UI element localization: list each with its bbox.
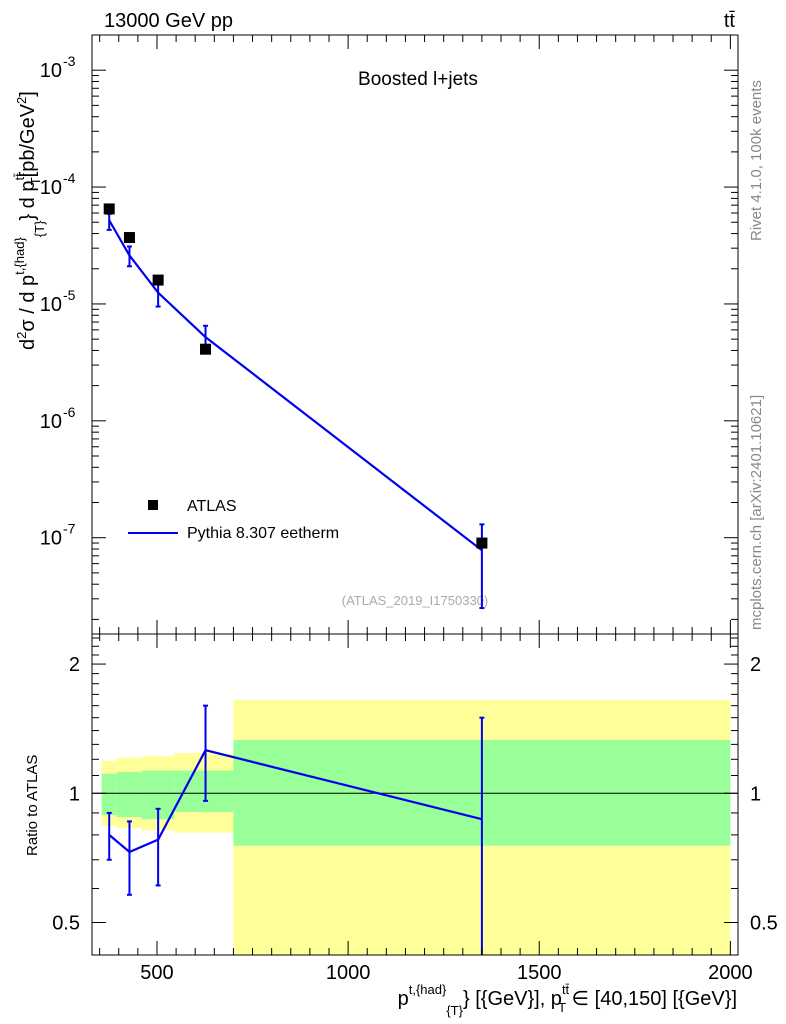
ylabel-part: 2 bbox=[14, 332, 29, 339]
xlabel-part: p bbox=[398, 988, 409, 1010]
x-axis-label: pt,{had} {T}} [{GeV}], ptt̄ T ∈ [40,150] [… bbox=[398, 982, 737, 1018]
analysis-label: (ATLAS_2019_I1750330) bbox=[342, 593, 488, 608]
xlabel-part: t,{had} bbox=[409, 982, 447, 997]
legend-marker-atlas bbox=[148, 500, 158, 510]
ylabel-part: ] bbox=[17, 91, 39, 97]
y-tick-label-exponent: -5 bbox=[63, 287, 76, 303]
ratio-bands bbox=[101, 699, 731, 955]
xlabel-part: } [{GeV}], p bbox=[463, 988, 562, 1010]
x-tick-labels: 500 1000 1500 2000 bbox=[140, 962, 752, 984]
ratio-y-axis-label: Ratio to ATLAS bbox=[24, 755, 41, 856]
xlabel-part: T bbox=[558, 1000, 566, 1015]
ylabel-part: t,{had} bbox=[12, 237, 27, 275]
ratio-mc-series bbox=[106, 704, 485, 955]
y-tick-label-exponent: -6 bbox=[63, 404, 76, 420]
y-tick-label-base: 10 bbox=[40, 528, 62, 550]
ylabel-part: [pb/GeV bbox=[17, 103, 39, 177]
x-tick-label: 500 bbox=[140, 962, 173, 984]
main-panel: Boosted l+jets (ATLAS_2019_I1750330) 10-… bbox=[12, 34, 739, 635]
y-tick-label-base: 10 bbox=[40, 294, 62, 316]
uncertainty-band-inner bbox=[116, 772, 142, 818]
y-tick-label-base: 10 bbox=[40, 177, 62, 199]
ylabel-part: T bbox=[28, 177, 43, 185]
y-tick-label-exponent: -4 bbox=[63, 170, 76, 186]
xlabel-part: tt̄ bbox=[562, 982, 570, 997]
y-tick-label: 10 bbox=[40, 60, 62, 82]
ylabel-part: {T} bbox=[32, 220, 47, 237]
ratio-ticks bbox=[92, 634, 738, 955]
ratio-y-tick-label-left: 0.5 bbox=[52, 912, 80, 934]
ratio-panel: 0.5 0.5 1 1 2 2 500 1000 1500 2000 Ratio to ATLA… bbox=[24, 633, 778, 1018]
ratio-frame bbox=[91, 633, 739, 956]
y-tick-label: 10 bbox=[40, 528, 62, 550]
y-tick-label-exponent: -7 bbox=[63, 521, 76, 537]
data-point bbox=[200, 343, 212, 355]
main-title: Boosted l+jets bbox=[358, 69, 478, 90]
y-tick-label: 10 bbox=[40, 411, 62, 433]
y-tick-label-base: 10 bbox=[40, 60, 62, 82]
process-label: tt̄ bbox=[724, 10, 736, 32]
xlabel-part: {T} bbox=[446, 1003, 463, 1018]
y-tick-label-exponent: -3 bbox=[63, 53, 76, 69]
xlabel-part: ∈ [40,150] [{GeV}] bbox=[566, 988, 737, 1010]
legend-label-atlas: ATLAS bbox=[187, 498, 237, 515]
ratio-y-tick-label-right: 1 bbox=[750, 783, 761, 805]
ratio-y-tick-label-left: 1 bbox=[69, 783, 80, 805]
data-point bbox=[476, 537, 488, 549]
main-y-axis-label: d2σ / d pt,{had}{T}} d ptt̄T[pb/GeV2] bbox=[12, 91, 47, 350]
x-tick-label: 1500 bbox=[517, 962, 562, 984]
ylabel-part: 2 bbox=[14, 97, 29, 104]
data-series bbox=[103, 203, 488, 549]
x-tick-label: 2000 bbox=[708, 962, 753, 984]
y-tick-label-base: 10 bbox=[40, 411, 62, 433]
energy-label: 13000 GeV pp bbox=[104, 10, 233, 32]
mcplots-label: mcplots.cern.ch [arXiv:2401.10621] bbox=[748, 395, 765, 630]
ylabel-part: σ / d p bbox=[17, 275, 39, 332]
legend: ATLAS Pythia 8.307 eetherm bbox=[128, 498, 339, 542]
x-tick-label: 1000 bbox=[326, 962, 371, 984]
y-tick-label: 10 bbox=[40, 294, 62, 316]
rivet-label: Rivet 4.1.0, 100k events bbox=[748, 80, 765, 241]
main-frame bbox=[91, 34, 739, 635]
main-y-tick-labels: 10-710-610-510-410-3 bbox=[40, 53, 76, 550]
main-ticks bbox=[92, 34, 738, 634]
ratio-y-tick-label-right: 2 bbox=[750, 654, 761, 676]
legend-label-mc: Pythia 8.307 eetherm bbox=[187, 525, 339, 542]
mc-line bbox=[108, 219, 483, 552]
y-tick-label: 10 bbox=[40, 177, 62, 199]
data-point bbox=[103, 203, 115, 215]
data-point bbox=[123, 232, 135, 244]
ratio-y-tick-labels: 0.5 0.5 1 1 2 2 bbox=[52, 654, 778, 934]
ratio-y-tick-label-left: 2 bbox=[69, 654, 80, 676]
ratio-y-tick-label-right: 0.5 bbox=[750, 912, 778, 934]
uncertainty-band-inner bbox=[101, 773, 117, 816]
ylabel-part: tt̄ bbox=[12, 173, 27, 181]
data-point bbox=[152, 274, 164, 286]
ylabel-part: d bbox=[17, 339, 39, 350]
ylabel-part: } d p bbox=[17, 181, 39, 221]
mc-series bbox=[106, 212, 485, 610]
